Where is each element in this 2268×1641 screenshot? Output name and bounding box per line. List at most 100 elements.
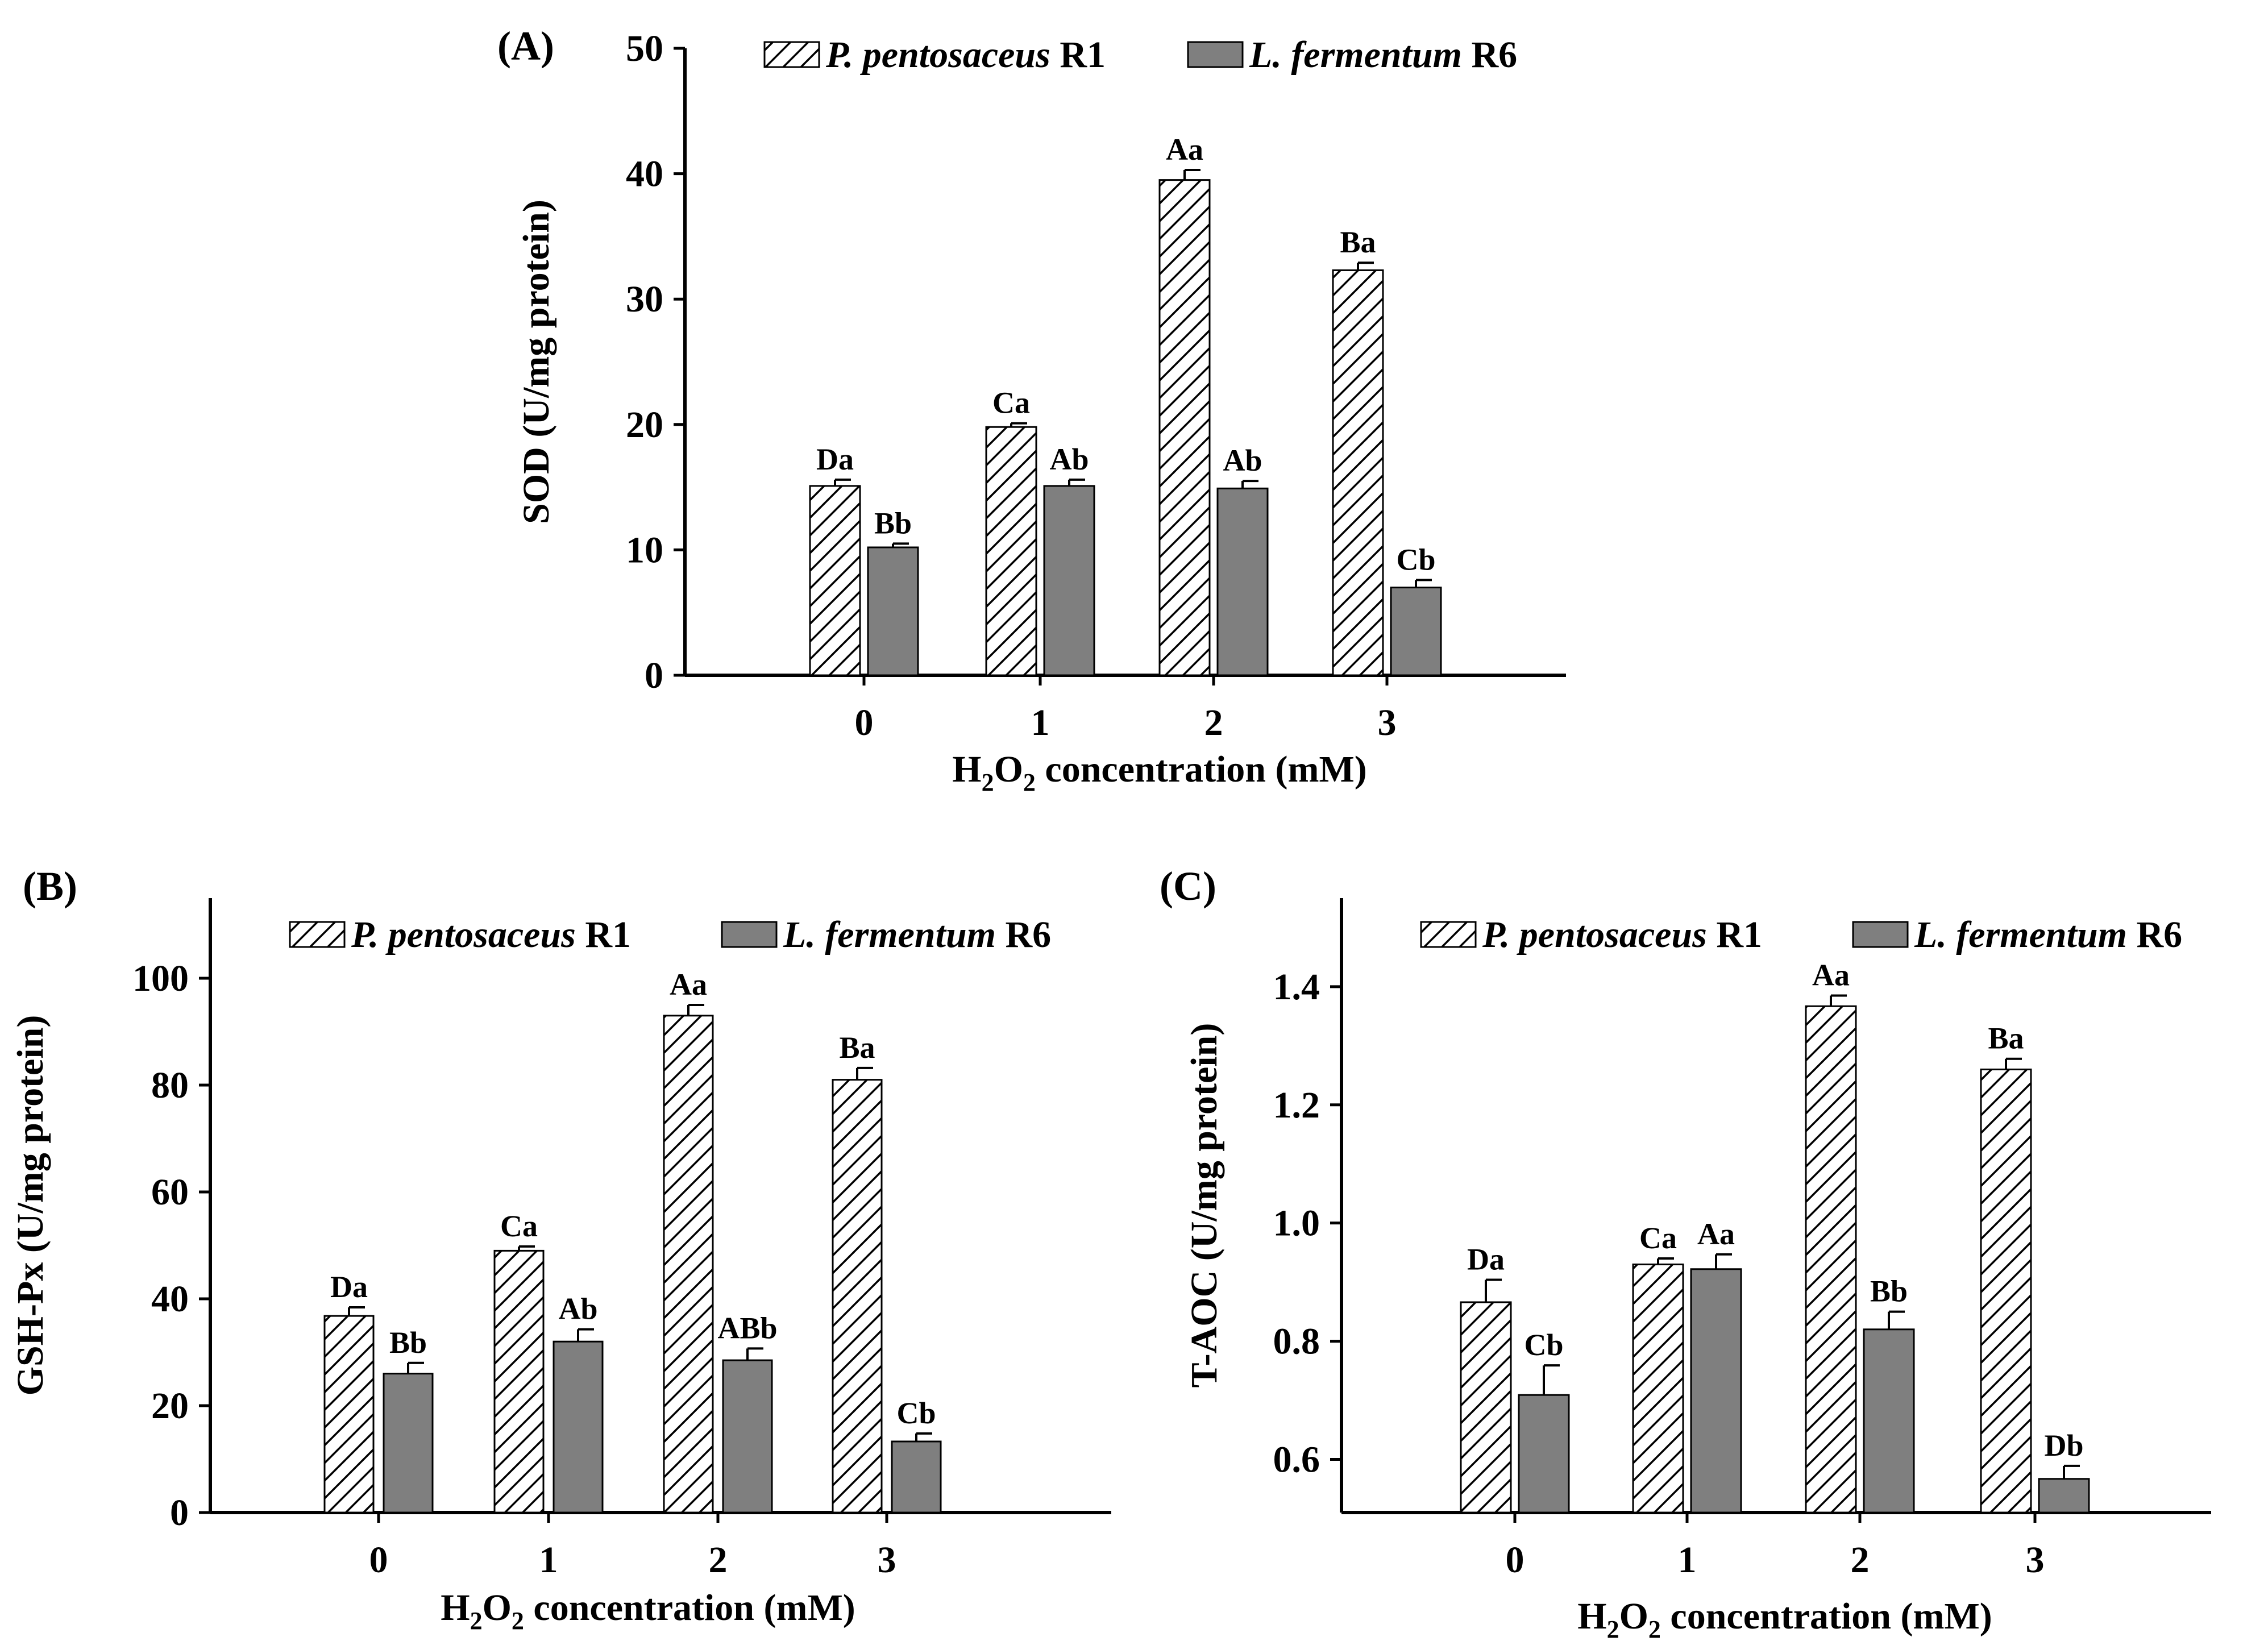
bar-r6 — [1690, 1268, 1742, 1514]
bar-r6 — [722, 1359, 773, 1514]
y-tick-label: 0.8 — [1273, 1321, 1320, 1362]
y-tick-label: 40 — [626, 153, 663, 195]
bar-r1 — [1332, 269, 1384, 676]
significance-letter: Ba — [1340, 225, 1376, 259]
y-tick-label: 1.4 — [1273, 966, 1320, 1008]
bar-r6 — [2038, 1478, 2090, 1514]
x-tick-label: 2 — [1851, 1539, 1870, 1581]
x-tick-label: 3 — [878, 1539, 896, 1581]
significance-letter: Ab — [1223, 443, 1262, 477]
significance-letter: Ab — [558, 1292, 597, 1326]
bar-r6 — [1863, 1328, 1915, 1514]
x-axis-title: H2O2 concentration (mM) — [1577, 1596, 1992, 1641]
legend-swatch-r6 — [1852, 921, 1909, 948]
y-axis-title: SOD (U/mg protein) — [516, 200, 557, 524]
x-tick-label: 0 — [855, 702, 874, 743]
bar-r1 — [809, 485, 861, 676]
bar-r1 — [1632, 1263, 1684, 1514]
legend-swatch-r1 — [763, 41, 820, 68]
y-tick-label: 80 — [151, 1065, 189, 1106]
bar-r6 — [1043, 485, 1095, 676]
significance-letter: Da — [330, 1270, 368, 1304]
panel-label: (C) — [1160, 863, 1216, 909]
significance-letter: Ba — [1988, 1021, 2024, 1056]
significance-letter: Ab — [1049, 442, 1089, 476]
significance-letter: Cb — [1524, 1328, 1563, 1362]
significance-letter: Da — [1467, 1242, 1505, 1276]
significance-letter: Ca — [992, 386, 1030, 420]
bar-r6 — [1390, 587, 1442, 676]
bar-r6 — [1518, 1394, 1570, 1514]
bar-r1 — [1805, 1005, 1857, 1514]
legend-swatch-r6 — [1187, 41, 1244, 68]
bar-r6 — [1216, 487, 1269, 676]
significance-letter: Ca — [1639, 1221, 1677, 1255]
significance-letter: Aa — [1812, 958, 1850, 992]
legend-swatch-r1 — [289, 921, 346, 948]
x-axis-title: H2O2 concentration (mM) — [952, 749, 1367, 796]
panel-label: (A) — [497, 23, 554, 69]
legend-label-r1: P. pentosaceus R1 — [825, 34, 1106, 76]
x-tick-label: 1 — [1678, 1539, 1697, 1581]
chart-panel-a: 0 10 20 30 40 50 0 Da Bb 1 Ca Ab 2 Aa Ab 3 Ba Cb (A) SOD (U… — [497, 23, 1566, 796]
significance-letter: ABb — [717, 1311, 777, 1345]
bar-r1 — [832, 1079, 883, 1514]
bar-r1 — [663, 1015, 714, 1514]
y-axis-title: GSH-Px (U/mg protein) — [10, 1015, 51, 1396]
bar-r1 — [1980, 1068, 2032, 1514]
legend-label-r6: L. fermentum R6 — [1249, 34, 1517, 76]
chart-panel-c: 0.6 0.8 1.0 1.2 1.4 0 Da Cb 1 Ca Aa 2 Aa Bb 3 Ba Db (C) T-… — [1160, 863, 2211, 1641]
x-tick-label: 0 — [1506, 1539, 1525, 1581]
y-tick-label: 0 — [170, 1492, 189, 1534]
y-axis-title: T-AOC (U/mg protein) — [1183, 1023, 1225, 1388]
y-tick-label: 1.0 — [1273, 1203, 1320, 1244]
x-axis-title: H2O2 concentration (mM) — [441, 1587, 855, 1635]
x-tick-label: 0 — [369, 1539, 388, 1581]
x-tick-label: 3 — [2026, 1539, 2045, 1581]
significance-letter: Bb — [874, 506, 912, 540]
panel-label: (B) — [23, 863, 77, 909]
x-tick-label: 3 — [1378, 702, 1397, 743]
significance-letter: Bb — [389, 1326, 427, 1360]
y-tick-label: 60 — [151, 1171, 189, 1213]
bar-r6 — [553, 1340, 604, 1514]
significance-letter: Ba — [839, 1031, 875, 1065]
significance-letter: Aa — [670, 967, 707, 1002]
legend-swatch-r6 — [721, 921, 778, 948]
y-tick-label: 30 — [626, 279, 663, 320]
bar-r6 — [383, 1373, 434, 1514]
x-tick-label: 2 — [709, 1539, 728, 1581]
significance-letter: Aa — [1166, 132, 1203, 167]
y-tick-label: 20 — [626, 404, 663, 446]
bar-r1 — [1460, 1301, 1512, 1514]
bar-r1 — [985, 426, 1037, 676]
significance-letter: Cb — [896, 1396, 936, 1430]
x-tick-label: 1 — [539, 1539, 558, 1581]
y-tick-label: 40 — [151, 1278, 189, 1320]
y-tick-label: 20 — [151, 1385, 189, 1427]
significance-letter: Db — [2044, 1428, 2083, 1463]
y-tick-label: 1.2 — [1273, 1085, 1320, 1126]
legend-swatch-r1 — [1420, 921, 1477, 948]
significance-letter: Aa — [1697, 1217, 1735, 1251]
legend-label-r6: L. fermentum R6 — [783, 914, 1051, 955]
y-tick-label: 0.6 — [1273, 1439, 1320, 1480]
x-tick-label: 2 — [1204, 702, 1223, 743]
y-tick-label: 100 — [132, 958, 189, 999]
bar-r1 — [1158, 179, 1211, 676]
legend-label-r1: P. pentosaceus R1 — [1482, 914, 1762, 955]
significance-letter: Cb — [1396, 542, 1435, 576]
x-tick-label: 1 — [1031, 702, 1050, 743]
bar-r6 — [867, 546, 919, 676]
y-tick-label: 50 — [626, 28, 663, 69]
bar-r1 — [323, 1315, 375, 1514]
bar-r1 — [493, 1249, 545, 1514]
y-tick-label: 0 — [645, 655, 663, 696]
significance-letter: Ca — [500, 1209, 538, 1243]
chart-panel-b: 0 20 40 60 80 100 0 Da Bb 1 Ca Ab 2 Aa ABb 3 Ba Cb (B) GSH-… — [10, 863, 1111, 1635]
significance-letter: Bb — [1870, 1274, 1908, 1308]
significance-letter: Da — [816, 442, 854, 476]
y-tick-label: 10 — [626, 529, 663, 571]
legend-label-r6: L. fermentum R6 — [1914, 914, 2182, 955]
